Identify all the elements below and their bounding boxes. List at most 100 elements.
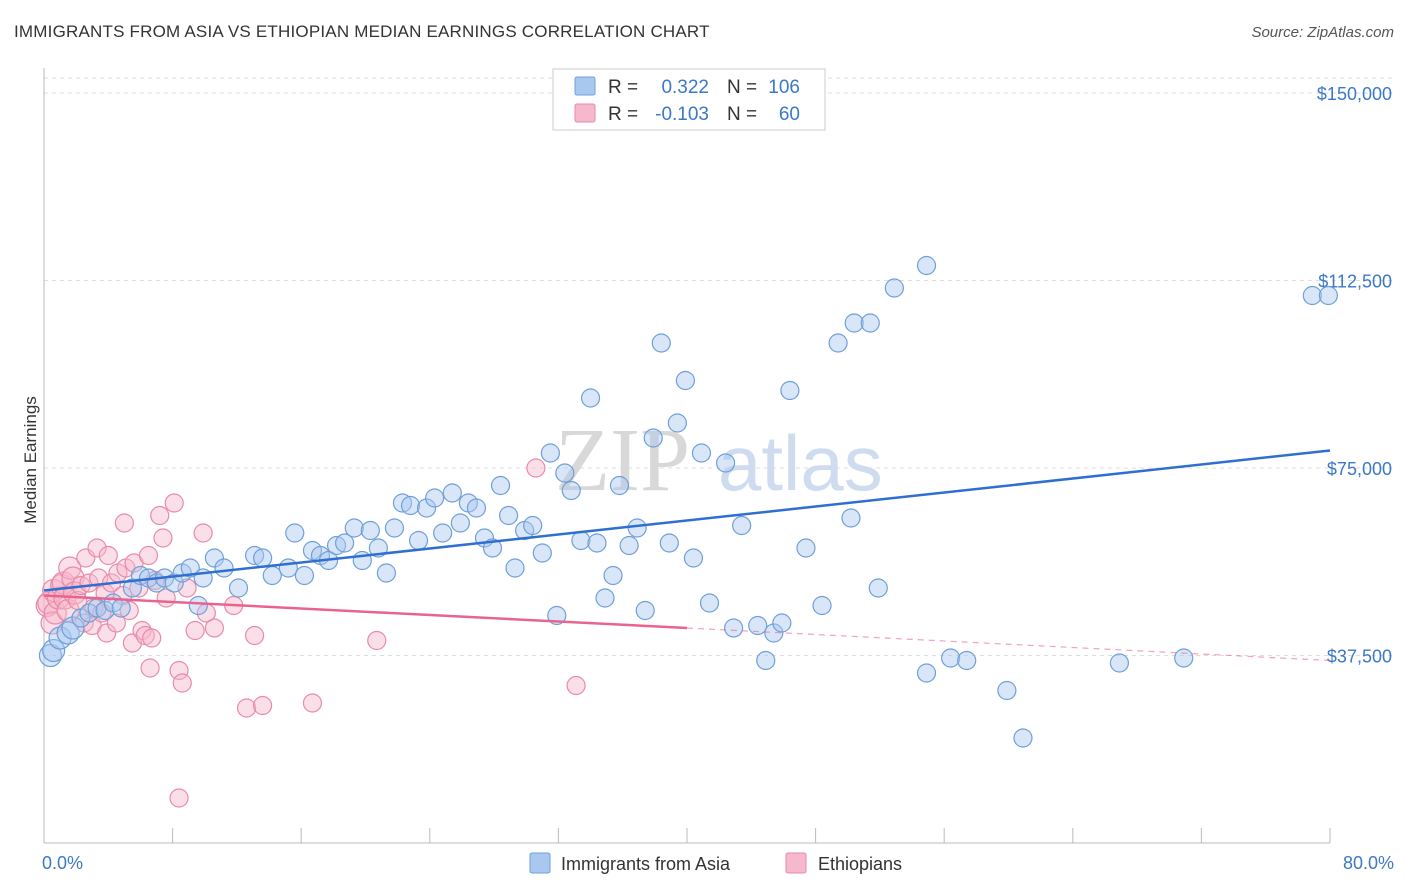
asia-point-63 [571,530,591,551]
asia-point-41 [392,493,413,513]
ethiopians-point-61 [169,788,189,808]
asia-point-81 [724,618,744,638]
asia-point-18 [180,558,200,578]
y-tick-labels: $37,500 $75,000 $112,500 $150,000 [1317,84,1392,667]
asia-point-86 [772,613,792,633]
legend-r-label-1: R = [608,77,638,98]
asia-point-78 [691,443,712,463]
ethiopians-point-32 [119,600,139,621]
asia-point-54 [498,505,519,526]
ethiopians-point-59 [526,458,546,478]
ethiopians-point-46 [169,660,189,681]
asia-point-52 [482,538,503,558]
legend-box [552,68,826,131]
series-legend: Immigrants from Asia Ethiopians [529,852,902,874]
asia-point-98 [941,648,961,668]
asia-point-47 [442,483,462,503]
asia-point-85 [764,623,784,643]
trend-lines [43,449,1331,662]
asia-point-87 [780,380,800,401]
ethiopians-point-38 [138,545,159,566]
asia-point-26 [262,565,282,586]
ethiopians-point-27 [106,613,126,633]
x-tick-label-min: 0.0% [42,853,83,873]
asia-point-40 [384,518,405,538]
asia-point-39 [376,563,396,583]
legend-r-value-1: 0.322 [661,77,709,98]
ethiopians-point-30 [114,513,134,533]
y-axis-label: Median Earnings [21,396,40,524]
ethiopians-point-45 [164,493,184,513]
asia-point-42 [400,495,421,516]
asia-point-55 [505,558,525,578]
ethiopians-point-50 [193,523,213,543]
asia-point-74 [659,533,679,553]
asia-point-68 [609,475,630,496]
asia-point-71 [635,600,655,621]
asia-point-70 [627,518,647,538]
asia-point-83 [748,615,768,636]
asia-point-64 [580,388,601,408]
asia-point-69 [619,535,639,556]
asia-point-82 [732,515,752,536]
asia-point-37 [360,520,380,541]
asia-point-34 [335,533,355,553]
ethiopians-point-49 [185,620,205,641]
asia-point-48 [450,513,470,533]
asia-point-22 [214,558,234,578]
asia-point-33 [326,535,347,556]
ethiopians-point-60 [566,675,586,696]
legend-r-label-2: R = [608,104,638,125]
asia-point-94 [868,578,888,598]
asia-point-80 [715,453,736,473]
asia-point-1 [42,638,66,663]
asia-point-29 [294,565,315,586]
ethiopians-point-42 [150,505,170,526]
asia-point-101 [1013,728,1033,748]
legend-n-value-2: 60 [779,104,800,125]
ethiopians-point-52 [204,618,224,638]
series-legend-swatch-ethiopians [785,852,807,874]
ethiopians-point-43 [153,528,173,548]
asia-point-57 [523,515,543,536]
series-legend-swatch-asia [529,852,551,874]
asia-point-96 [916,255,937,276]
asia-point-91 [841,508,861,528]
asia-point-84 [756,650,776,671]
ethiopians-trend-extension [686,627,1331,662]
asia-point-103 [1174,648,1194,668]
ethiopians-point-56 [253,695,273,716]
asia-point-79 [699,593,720,613]
asia-point-89 [812,595,832,616]
asia-points [38,255,1338,748]
asia-point-88 [796,538,816,558]
ethiopians-point-54 [236,698,257,718]
ethiopians-point-25 [98,545,118,566]
ethiopians-trend-line [43,594,688,630]
asia-point-76 [675,370,695,391]
asia-point-10 [111,598,131,618]
ethiopians-point-55 [244,625,265,646]
asia-point-19 [188,595,208,616]
legend-r-value-2: -0.103 [655,104,709,125]
asia-point-8 [95,600,115,621]
asia-point-97 [916,663,937,683]
series-legend-label-asia: Immigrants from Asia [561,854,731,874]
asia-point-59 [540,443,560,463]
ethiopians-point-24 [97,623,117,643]
asia-point-58 [532,543,552,563]
asia-point-104 [1302,285,1322,306]
asia-point-4 [61,616,85,640]
chart-title: IMMIGRANTS FROM ASIA VS ETHIOPIAN MEDIAN… [14,22,710,41]
asia-point-77 [683,548,704,568]
asia-point-93 [860,313,880,333]
asia-trend-line [43,449,1331,592]
asia-point-90 [828,333,848,353]
asia-point-72 [643,428,663,448]
legend-n-label-2: N = [727,104,757,125]
asia-point-92 [844,313,864,333]
asia-point-25 [253,548,273,568]
y-tick-label-2: $112,500 [1318,272,1392,292]
asia-point-102 [1109,653,1130,673]
